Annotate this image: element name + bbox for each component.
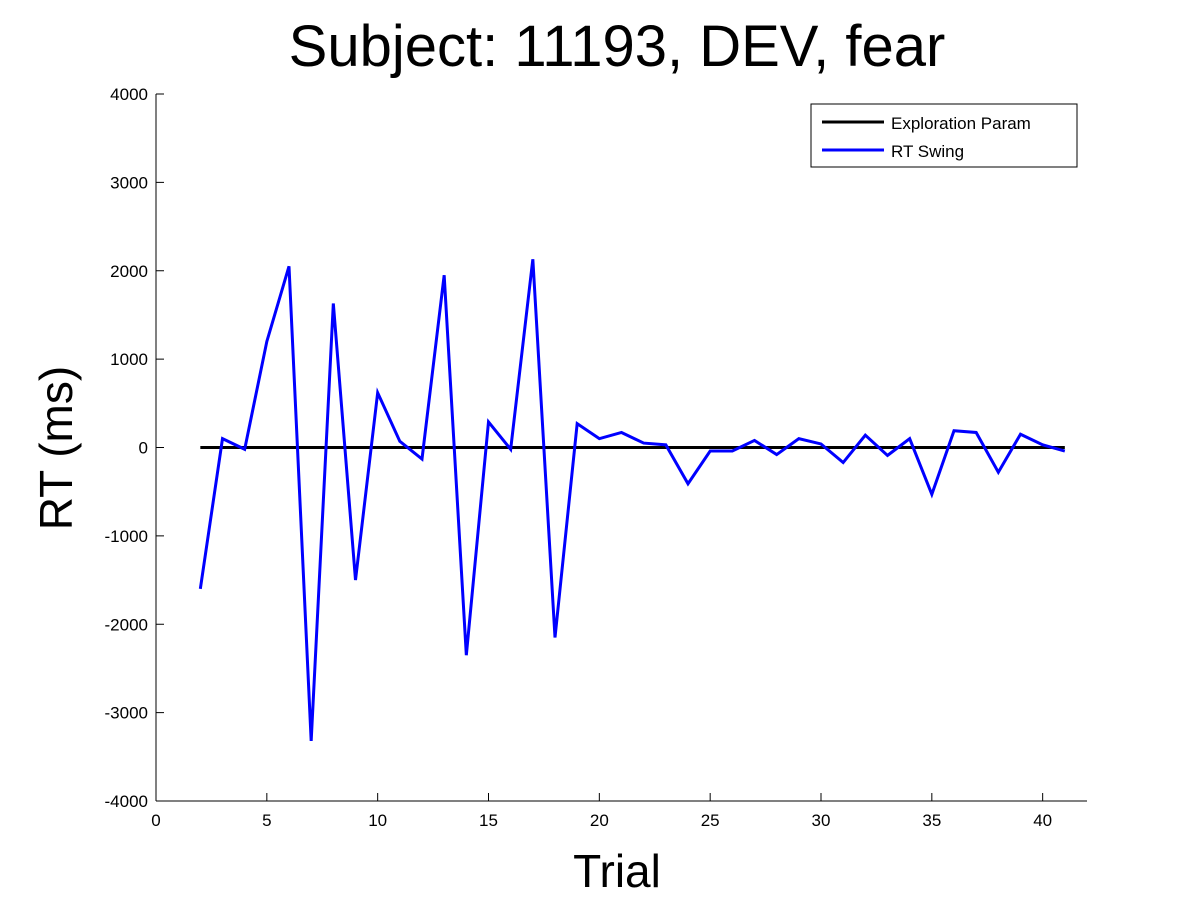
x-tick-label: 35 — [922, 811, 941, 830]
x-tick-label: 25 — [701, 811, 720, 830]
x-tick-label: 15 — [479, 811, 498, 830]
legend-label-rt-swing: RT Swing — [891, 142, 964, 161]
x-axis-label: Trial — [573, 845, 661, 897]
y-tick-label: 4000 — [110, 85, 148, 104]
y-axis-label: RT (ms) — [30, 366, 82, 530]
legend: Exploration Param RT Swing — [810, 103, 1078, 168]
y-tick-label: -2000 — [105, 615, 148, 634]
legend-box — [810, 103, 1078, 168]
y-tick-label: 0 — [139, 439, 148, 458]
plot-area: 0 5 10 15 20 25 30 35 40 -4000 -3000 -2000 -1000 0 10… — [105, 85, 1087, 830]
chart-title: Subject: 11193, DEV, fear — [289, 14, 946, 79]
series-layer — [198, 259, 1066, 741]
x-tick-label: 40 — [1033, 811, 1052, 830]
y-tick-label: -4000 — [105, 792, 148, 811]
x-tick-label: 0 — [151, 811, 160, 830]
x-tick-label: 10 — [368, 811, 387, 830]
y-tick-label: 3000 — [110, 173, 148, 192]
legend-label-exploration-param: Exploration Param — [891, 114, 1031, 133]
x-tick-label: 5 — [262, 811, 271, 830]
y-tick-label: 2000 — [110, 262, 148, 281]
x-ticks: 0 5 10 15 20 25 30 35 40 — [151, 793, 1052, 830]
y-ticks: -4000 -3000 -2000 -1000 0 1000 2000 3000 4000 — [105, 85, 164, 811]
y-tick-label: 1000 — [110, 350, 148, 369]
x-tick-label: 20 — [590, 811, 609, 830]
series-line-rt-swing — [198, 259, 1066, 741]
y-tick-label: -1000 — [105, 527, 148, 546]
x-tick-label: 30 — [812, 811, 831, 830]
y-tick-label: -3000 — [105, 704, 148, 723]
